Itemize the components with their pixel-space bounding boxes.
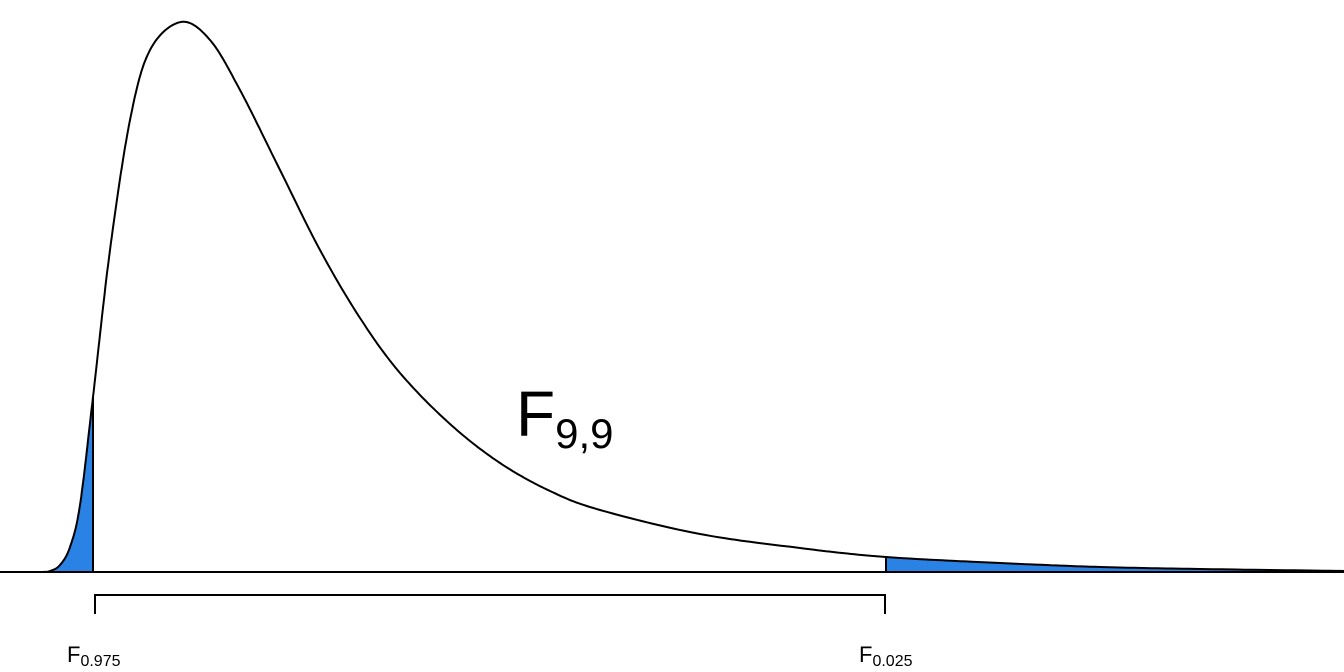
symbol: F bbox=[67, 642, 80, 667]
distribution-label: F9,9 bbox=[516, 378, 613, 457]
density-curve bbox=[0, 20, 1344, 573]
subscript: 0.025 bbox=[872, 653, 912, 670]
subscript: 9,9 bbox=[555, 410, 613, 457]
tail-areas bbox=[40, 397, 1344, 572]
interval-bracket bbox=[94, 594, 886, 614]
subscript: 0.975 bbox=[80, 653, 120, 670]
upper-tail bbox=[886, 557, 1344, 572]
symbol: F bbox=[516, 378, 555, 450]
symbol: F bbox=[859, 642, 872, 667]
upper-critical-label: F0.025 bbox=[859, 642, 913, 670]
lower-tail bbox=[40, 397, 93, 572]
lower-critical-label: F0.975 bbox=[67, 642, 121, 670]
